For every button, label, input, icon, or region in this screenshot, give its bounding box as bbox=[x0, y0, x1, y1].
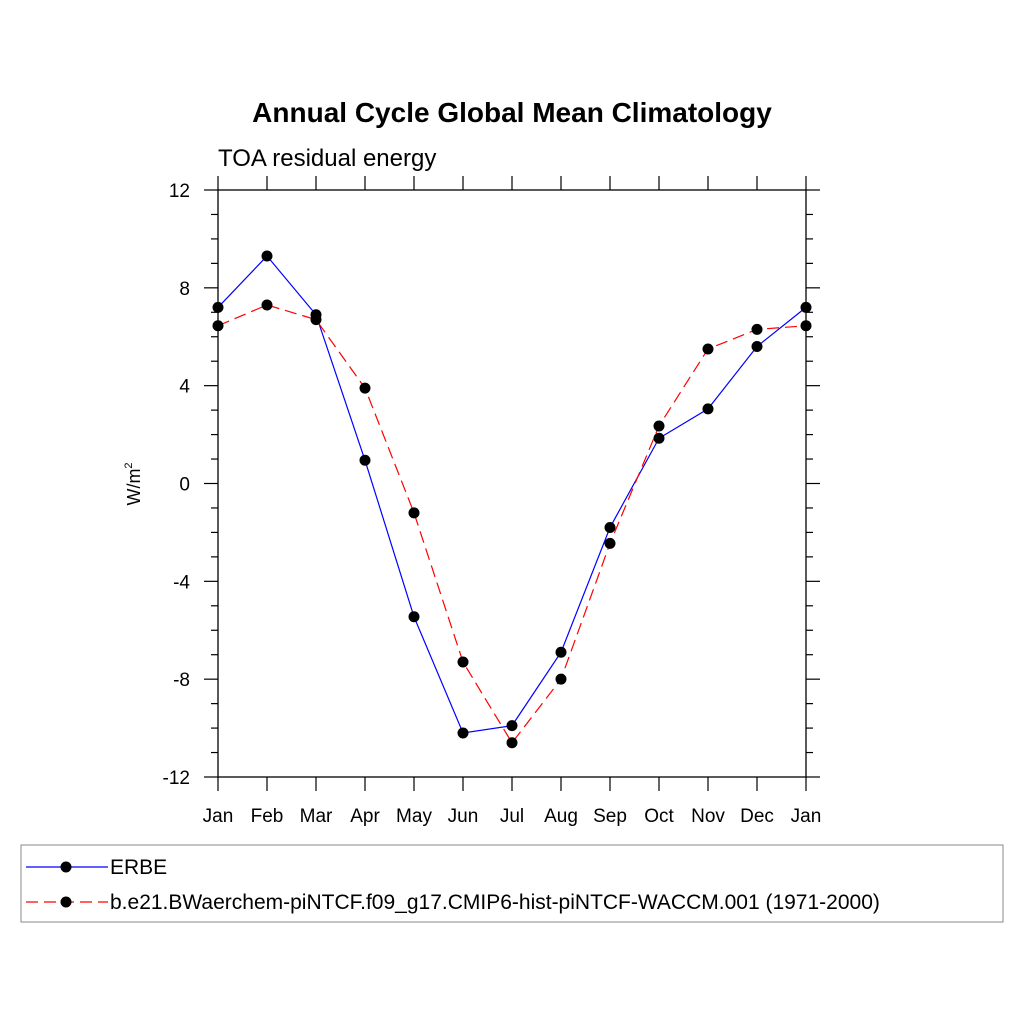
plot-frame bbox=[217, 189, 807, 778]
x-tick-label: Mar bbox=[300, 806, 333, 827]
y-tick-label: 12 bbox=[169, 181, 190, 202]
legend-marker bbox=[60, 896, 72, 908]
x-tick-label: Feb bbox=[251, 806, 284, 827]
data-point bbox=[702, 343, 714, 355]
legend-label: b.e21.BWaerchem-piNTCF.f09_g17.CMIP6-his… bbox=[110, 891, 880, 914]
data-point bbox=[555, 646, 567, 658]
data-point bbox=[800, 320, 812, 332]
data-point bbox=[408, 611, 420, 623]
chart-title: Annual Cycle Global Mean Climatology bbox=[252, 97, 772, 128]
y-axis: -12 -8 -4 0 4 8 12 W/m2 bbox=[123, 181, 820, 789]
x-tick-label: May bbox=[396, 806, 432, 827]
x-tick-label: Oct bbox=[644, 806, 674, 827]
data-point bbox=[653, 420, 665, 432]
x-tick-label: Jul bbox=[500, 806, 524, 827]
y-tick-label: 8 bbox=[179, 279, 190, 300]
data-point bbox=[751, 323, 763, 335]
data-point bbox=[604, 522, 616, 534]
x-tick-label: Dec bbox=[740, 806, 774, 827]
y-tick-label: -12 bbox=[163, 768, 190, 789]
series-layer bbox=[212, 250, 812, 749]
x-tick-label: Jun bbox=[448, 806, 479, 827]
series-line bbox=[217, 255, 807, 734]
legend-marker bbox=[60, 861, 72, 873]
data-point bbox=[212, 320, 224, 332]
x-tick-label: Apr bbox=[350, 806, 380, 827]
y-tick-label: -4 bbox=[173, 572, 190, 593]
data-point bbox=[604, 537, 616, 549]
data-point bbox=[702, 403, 714, 415]
series-group bbox=[212, 250, 812, 739]
data-point bbox=[555, 673, 567, 685]
x-axis: Jan Feb Mar Apr May Jun Jul Aug Sep Oct Nov Dec Jan bbox=[203, 176, 822, 827]
y-axis-label-text: W/m bbox=[124, 469, 144, 506]
data-point bbox=[506, 737, 518, 749]
data-point bbox=[359, 382, 371, 394]
plot-border bbox=[217, 189, 807, 778]
chart-subtitle: TOA residual energy bbox=[218, 145, 436, 172]
data-point bbox=[457, 727, 469, 739]
x-tick-label: Jan bbox=[203, 806, 234, 827]
data-point bbox=[506, 720, 518, 732]
series-group bbox=[212, 299, 812, 749]
y-tick-label: 0 bbox=[179, 475, 190, 496]
y-tick-label: 4 bbox=[179, 377, 190, 398]
series-line bbox=[217, 304, 807, 744]
data-point bbox=[261, 250, 273, 262]
data-point bbox=[653, 432, 665, 444]
data-point bbox=[310, 314, 322, 326]
data-point bbox=[457, 656, 469, 668]
data-point bbox=[408, 507, 420, 519]
x-tick-label: Aug bbox=[544, 806, 578, 827]
x-tick-label: Nov bbox=[691, 806, 725, 827]
y-tick-label: -8 bbox=[173, 670, 190, 691]
data-point bbox=[359, 454, 371, 466]
x-tick-label: Sep bbox=[593, 806, 627, 827]
data-point bbox=[800, 301, 812, 313]
legend: ERBE b.e21.BWaerchem-piNTCF.f09_g17.CMIP6… bbox=[20, 844, 1004, 923]
data-point bbox=[212, 301, 224, 313]
y-axis-label-superscript: 2 bbox=[123, 462, 135, 468]
legend-label: ERBE bbox=[110, 856, 167, 879]
x-tick-label: Jan bbox=[791, 806, 822, 827]
data-point bbox=[261, 299, 273, 311]
y-axis-label: W/m2 bbox=[123, 462, 144, 505]
legend-box bbox=[20, 844, 1004, 923]
data-point bbox=[751, 341, 763, 353]
